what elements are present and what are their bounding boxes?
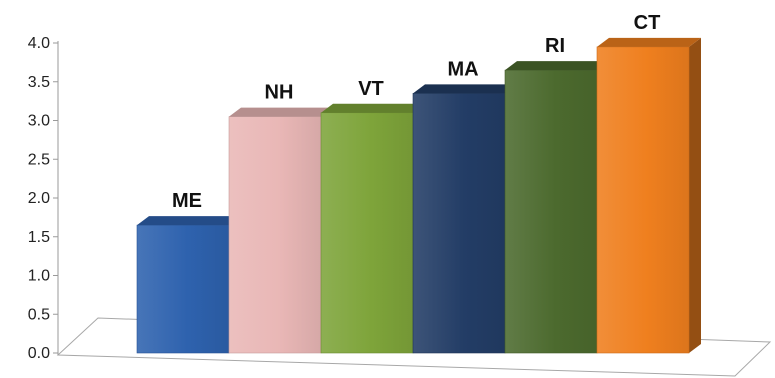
bar-label-vt: VT bbox=[358, 78, 384, 100]
bar-label-ri: RI bbox=[545, 35, 565, 57]
bar-ma bbox=[412, 84, 517, 354]
y-tick-label: 3.0 bbox=[28, 113, 50, 130]
bar-side-face bbox=[689, 37, 701, 353]
y-tick-label: 1.0 bbox=[28, 268, 50, 285]
bar-front-face bbox=[412, 93, 506, 354]
bar-top-face bbox=[137, 216, 241, 226]
bar-ct bbox=[596, 37, 701, 354]
y-tick-label: 2.5 bbox=[28, 151, 50, 168]
y-tick-label: 3.5 bbox=[28, 74, 50, 91]
bar-label-nh: NH bbox=[265, 82, 294, 104]
bar-front-face bbox=[320, 112, 414, 354]
bar-label-ma: MA bbox=[447, 58, 478, 80]
bar-top-face bbox=[505, 61, 609, 71]
bar-front-face bbox=[504, 69, 598, 354]
bars bbox=[136, 37, 701, 354]
bar-vt bbox=[320, 103, 425, 354]
y-tick-label: 2.0 bbox=[28, 190, 50, 207]
y-axis: 0.0 0.5 1.0 1.5 2.0 2.5 3.0 3.5 4.0 bbox=[28, 35, 59, 362]
y-tick-label: 1.5 bbox=[28, 229, 50, 246]
bar-top-face bbox=[597, 37, 701, 47]
bar-nh bbox=[228, 107, 333, 354]
bar-label-ct: CT bbox=[634, 12, 661, 34]
bar-label-me: ME bbox=[172, 190, 202, 212]
bar-ri bbox=[504, 61, 609, 354]
bar-top-face bbox=[413, 84, 517, 94]
y-tick-label: 0.5 bbox=[28, 306, 50, 323]
y-tick-label: 0.0 bbox=[28, 345, 50, 362]
y-tick-label: 4.0 bbox=[28, 35, 50, 52]
bar-me bbox=[136, 216, 241, 354]
bar-labels: ME NH VT MA RI CT bbox=[172, 12, 660, 212]
bar-top-face bbox=[229, 107, 333, 117]
bar-front-face bbox=[136, 224, 230, 354]
bar-front-face bbox=[228, 116, 322, 354]
bar-top-face bbox=[321, 103, 425, 113]
bar-front-face bbox=[596, 46, 690, 354]
